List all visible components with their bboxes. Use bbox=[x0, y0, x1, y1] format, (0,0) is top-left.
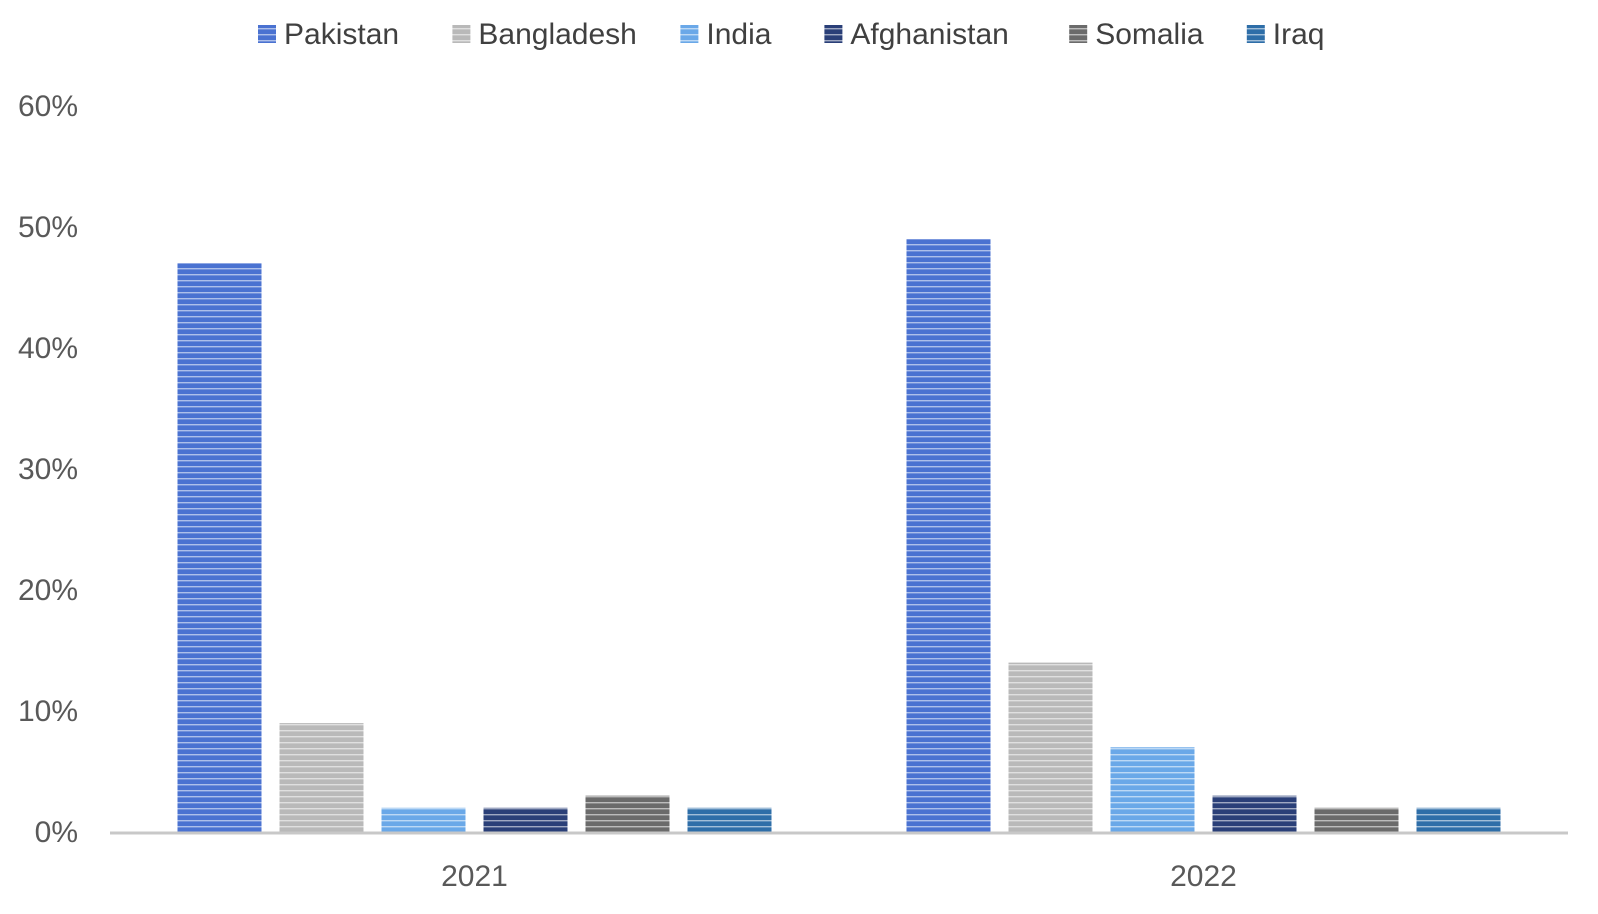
y-tick-label: 40% bbox=[18, 332, 78, 365]
y-tick-label: 20% bbox=[18, 574, 78, 607]
legend-swatch-bangladesh bbox=[452, 25, 471, 43]
legend-item-pakistan: Pakistan bbox=[258, 18, 399, 51]
bar-bangladesh-2022 bbox=[1008, 662, 1093, 832]
y-tick-label: 0% bbox=[35, 816, 78, 849]
bar-pakistan-2021 bbox=[177, 263, 262, 832]
bar-iraq-2021 bbox=[687, 807, 772, 832]
legend-item-afghanistan: Afghanistan bbox=[824, 18, 1009, 51]
legend-swatch-pakistan bbox=[258, 25, 276, 43]
legend-label-afghanistan: Afghanistan bbox=[850, 18, 1008, 51]
y-tick-label: 60% bbox=[18, 90, 78, 123]
y-tick-label: 50% bbox=[18, 211, 78, 244]
bar-somalia-2022 bbox=[1314, 807, 1399, 832]
bar-iraq-2022 bbox=[1416, 807, 1501, 832]
legend-swatch-somalia bbox=[1069, 25, 1088, 43]
legend-item-iraq: Iraq bbox=[1246, 18, 1325, 51]
legend-swatch-afghanistan bbox=[824, 25, 843, 43]
legend-swatch-iraq bbox=[1246, 25, 1265, 43]
x-tick-label-2021: 2021 bbox=[441, 860, 508, 893]
bar-india-2021 bbox=[381, 807, 466, 832]
legend-label-bangladesh: Bangladesh bbox=[478, 18, 636, 51]
bar-pakistan-2022 bbox=[906, 239, 991, 833]
legend: Pakistan Bangladesh India Afghanistan Somali… bbox=[258, 18, 1325, 51]
legend-label-pakistan: Pakistan bbox=[284, 18, 399, 51]
legend-item-somalia: Somalia bbox=[1069, 18, 1204, 51]
legend-item-india: India bbox=[680, 18, 772, 51]
bar-afghanistan-2021 bbox=[483, 807, 568, 832]
bar-bangladesh-2021 bbox=[279, 723, 364, 832]
legend-label-somalia: Somalia bbox=[1095, 18, 1204, 51]
bar-india-2022 bbox=[1110, 747, 1195, 832]
y-axis: 0% 10% 20% 30% 40% 50% 60% bbox=[18, 90, 78, 849]
bars bbox=[177, 239, 1501, 833]
y-tick-label: 10% bbox=[18, 695, 78, 728]
legend-item-bangladesh: Bangladesh bbox=[452, 18, 637, 51]
legend-label-iraq: Iraq bbox=[1273, 18, 1325, 51]
y-tick-label: 30% bbox=[18, 453, 78, 486]
bar-somalia-2021 bbox=[585, 795, 670, 832]
x-tick-label-2022: 2022 bbox=[1170, 860, 1237, 893]
legend-swatch-india bbox=[680, 25, 699, 43]
legend-label-india: India bbox=[706, 18, 771, 51]
x-axis: 2021 2022 bbox=[110, 831, 1568, 893]
bar-afghanistan-2022 bbox=[1212, 795, 1297, 832]
